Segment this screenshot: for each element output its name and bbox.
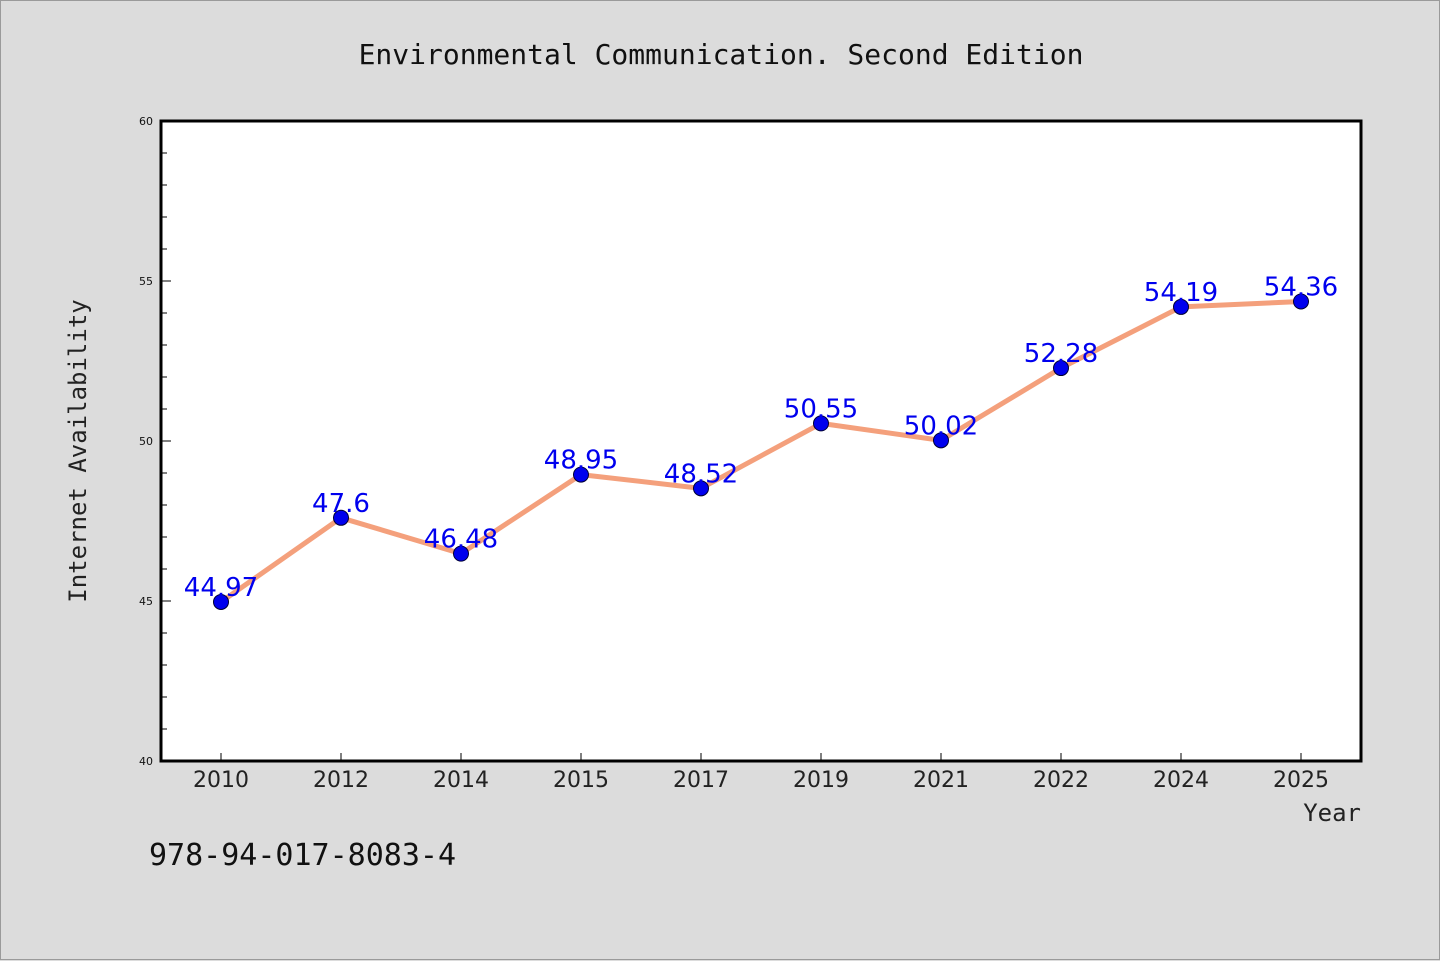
x-tick-label: 2015 [553,768,609,793]
data-point [213,593,229,610]
x-tick-label: 2025 [1273,768,1329,793]
chart-title: Environmental Communication. Second Edit… [359,38,1084,71]
y-tick-label: 60 [139,115,153,128]
data-point [573,466,589,483]
data-point [693,480,709,497]
data-label: 46.48 [424,525,498,555]
x-tick-label: 2017 [673,768,729,793]
x-axis: 2010 2012 2014 2015 2017 2019 2021 2022 2024 2025 [193,753,1329,793]
data-label: 54.36 [1264,272,1338,302]
data-point [1053,360,1069,377]
data-point [453,545,469,562]
data-label: 48.95 [544,446,618,476]
x-axis-label: Year [1303,799,1361,827]
x-tick-label: 2024 [1153,768,1209,793]
y-axis: 40 45 50 55 60 [139,115,171,768]
x-tick-label: 2014 [433,768,489,793]
data-label: 52.28 [1024,339,1098,369]
data-point [1173,298,1189,315]
x-tick-label: 2022 [1033,768,1089,793]
y-tick-label: 40 [139,755,153,768]
y-tick-label: 55 [139,275,153,288]
series-line [219,298,1302,605]
x-tick-label: 2010 [193,768,249,793]
data-label: 54.19 [1144,278,1218,308]
y-tick-label: 50 [139,435,153,448]
isbn-footer: 978-94-017-8083-4 [149,838,456,873]
data-point [1293,293,1309,310]
y-tick-label: 45 [139,595,153,608]
series-markers [213,293,1309,610]
data-label: 44.97 [184,573,258,603]
data-point [933,432,949,449]
y-axis-label: Internet Availability [64,299,92,602]
data-label: 47.6 [312,489,370,519]
data-label: 50.55 [784,394,858,424]
x-tick-label: 2019 [793,768,849,793]
data-point [813,415,829,432]
x-tick-label: 2012 [313,768,369,793]
data-labels: 44.97 47.6 46.48 48.95 48.52 50.55 50.02 52.28 5… [184,272,1338,602]
x-tick-label: 2021 [913,768,969,793]
plot-area [159,119,1363,763]
data-point [333,509,349,526]
data-label: 50.02 [904,411,978,441]
data-label: 48.52 [664,459,738,489]
